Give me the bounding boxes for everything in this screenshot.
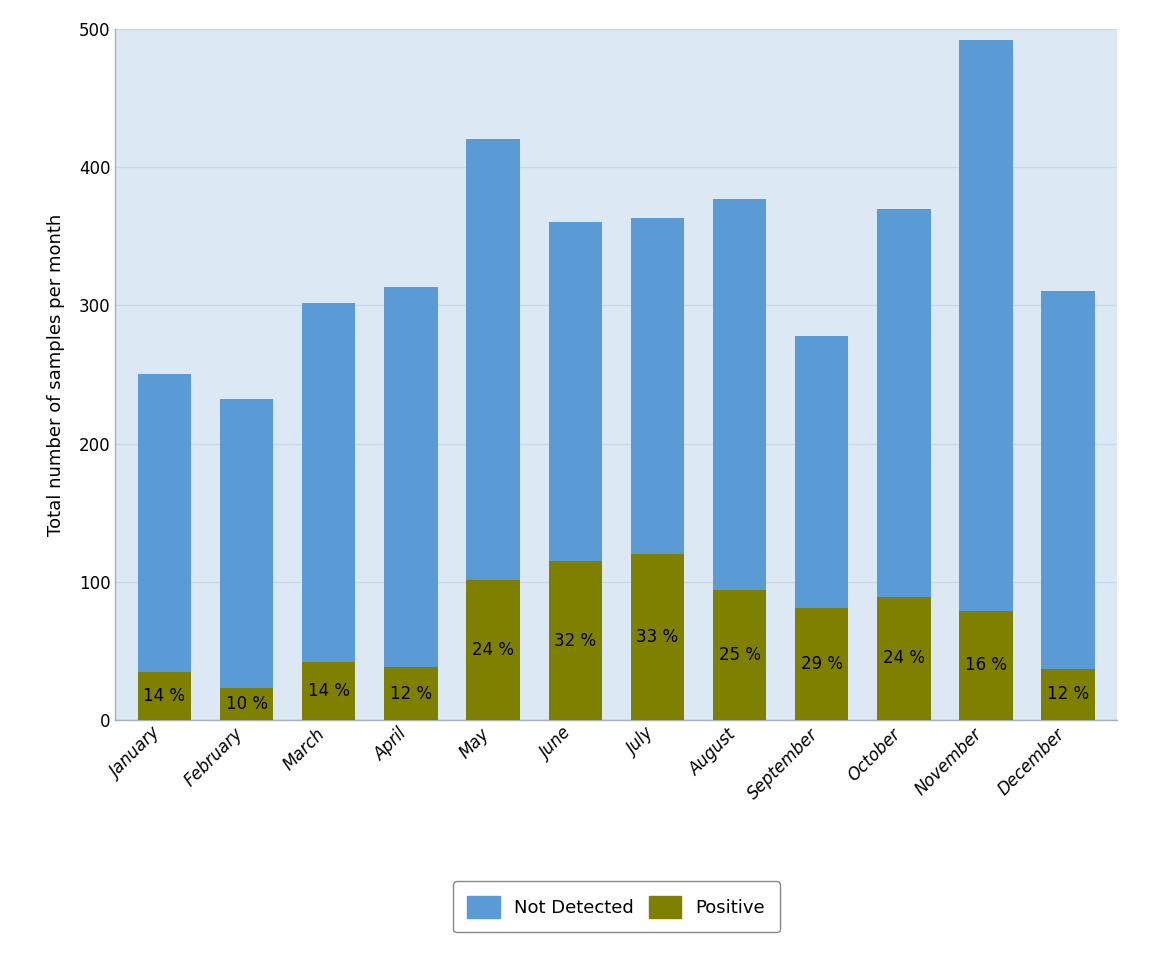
Text: 32 %: 32 % (554, 632, 597, 650)
Text: 10 %: 10 % (226, 695, 267, 713)
Bar (302, 662, 356, 720)
Bar (713, 590, 766, 720)
Text: 25 %: 25 % (719, 646, 760, 664)
Bar (220, 688, 273, 720)
Bar (138, 374, 191, 672)
Text: 12 %: 12 % (1047, 685, 1089, 704)
Bar (548, 223, 602, 561)
Bar (960, 611, 1013, 720)
Text: 14 %: 14 % (308, 682, 350, 700)
Text: 24 %: 24 % (472, 641, 514, 660)
Bar (548, 561, 602, 720)
Bar (877, 597, 931, 720)
Bar (795, 608, 848, 720)
Bar (1041, 292, 1094, 669)
Legend: Not Detected, Positive: Not Detected, Positive (453, 881, 780, 932)
Bar (713, 199, 766, 590)
Text: 29 %: 29 % (801, 655, 843, 673)
Bar (385, 667, 438, 720)
Bar (960, 40, 1013, 611)
Text: 16 %: 16 % (965, 657, 1007, 674)
Bar (877, 208, 931, 597)
Bar (385, 287, 438, 667)
Bar (1041, 669, 1094, 720)
Text: 14 %: 14 % (144, 686, 185, 705)
Bar (630, 554, 684, 720)
Text: 12 %: 12 % (389, 684, 432, 703)
Bar (467, 139, 520, 581)
Bar (220, 399, 273, 688)
Y-axis label: Total number of samples per month: Total number of samples per month (47, 213, 65, 536)
Bar (795, 336, 848, 608)
Bar (302, 302, 356, 662)
Bar (138, 672, 191, 720)
Text: 24 %: 24 % (882, 650, 925, 667)
Text: 33 %: 33 % (636, 628, 679, 646)
Bar (467, 581, 520, 720)
Bar (630, 218, 684, 554)
